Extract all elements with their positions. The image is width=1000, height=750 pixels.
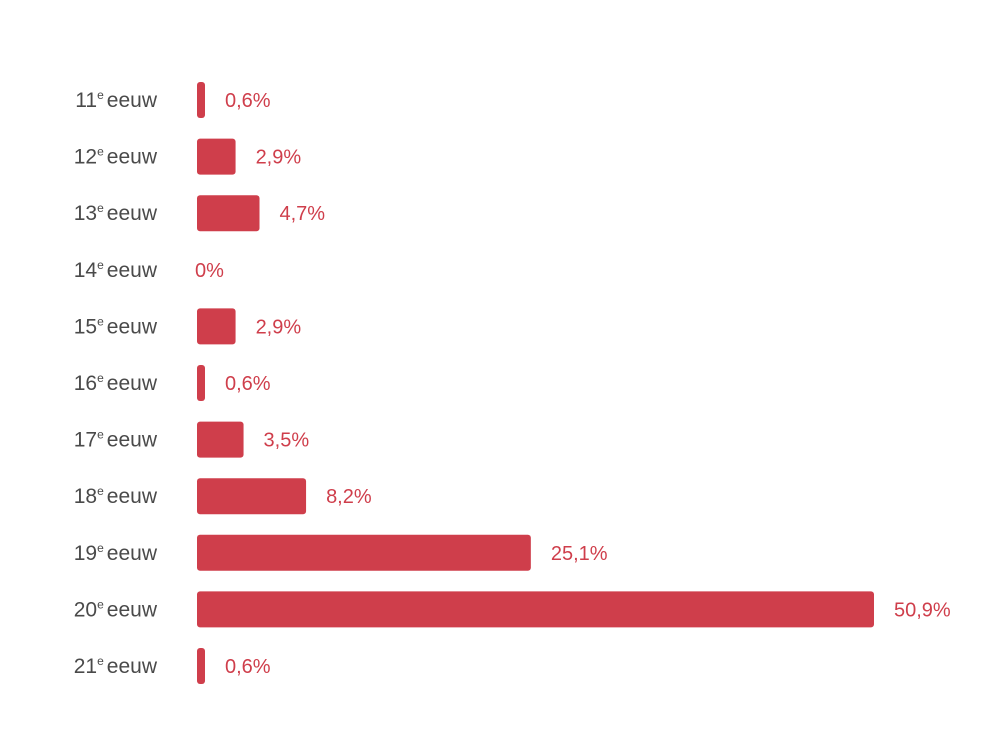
- category-label: 19e eeuw: [74, 541, 158, 565]
- category-label: 17e eeuw: [74, 428, 158, 452]
- value-label: 2,9%: [256, 147, 302, 169]
- category-word: eeuw: [107, 315, 158, 338]
- bar: [197, 365, 205, 401]
- category-number: 21: [74, 655, 97, 678]
- category-label: 21e eeuw: [74, 654, 158, 678]
- category-number: 15: [74, 315, 97, 338]
- category-number: 11: [75, 89, 97, 112]
- category-suffix: e: [97, 541, 104, 555]
- category-word: eeuw: [107, 542, 158, 565]
- value-label: 25,1%: [551, 543, 608, 565]
- bar: [197, 82, 205, 118]
- category-suffix: e: [97, 314, 104, 328]
- bar: [197, 591, 874, 628]
- category-word: eeuw: [107, 485, 158, 508]
- category-word: eeuw: [107, 202, 158, 225]
- value-label: 50,9%: [894, 599, 951, 621]
- category-word: eeuw: [107, 372, 158, 395]
- category-word: eeuw: [107, 89, 158, 112]
- category-label: 15e eeuw: [74, 314, 158, 338]
- value-label: 8,2%: [326, 486, 372, 508]
- value-label: 0,6%: [225, 373, 271, 395]
- category-suffix: e: [97, 597, 104, 611]
- category-word: eeuw: [107, 146, 158, 169]
- category-suffix: e: [97, 428, 104, 442]
- category-number: 16: [74, 372, 97, 395]
- category-suffix: e: [97, 201, 104, 215]
- bar: [197, 421, 244, 458]
- category-suffix: e: [97, 484, 104, 498]
- category-number: 17: [74, 429, 97, 452]
- bar: [197, 478, 307, 515]
- category-suffix: e: [97, 371, 104, 385]
- bar: [197, 308, 236, 345]
- category-number: 19: [74, 542, 97, 565]
- category-label: 20e eeuw: [74, 597, 158, 621]
- bar: [197, 648, 205, 684]
- bar: [197, 138, 236, 175]
- value-label: 0,6%: [225, 90, 271, 112]
- category-number: 18: [74, 485, 97, 508]
- bar: [197, 534, 531, 571]
- bar: [197, 195, 260, 232]
- category-suffix: e: [97, 145, 104, 159]
- category-label: 14e eeuw: [74, 258, 158, 282]
- value-label: 0%: [195, 260, 224, 282]
- category-label: 11e eeuw: [75, 88, 158, 112]
- category-number: 14: [74, 259, 98, 282]
- category-label: 12e eeuw: [74, 145, 158, 169]
- category-label: 16e eeuw: [74, 371, 158, 395]
- category-number: 13: [74, 202, 97, 225]
- value-label: 3,5%: [264, 430, 310, 452]
- value-label: 2,9%: [256, 316, 302, 338]
- category-word: eeuw: [107, 259, 158, 282]
- category-label: 18e eeuw: [74, 484, 158, 508]
- category-label: 13e eeuw: [74, 201, 158, 225]
- category-suffix: e: [97, 258, 104, 272]
- category-suffix: e: [97, 88, 104, 102]
- category-number: 12: [74, 146, 97, 169]
- category-suffix: e: [97, 654, 104, 668]
- value-label: 4,7%: [280, 203, 326, 225]
- category-number: 20: [74, 598, 97, 621]
- category-word: eeuw: [107, 655, 158, 678]
- value-label: 0,6%: [225, 656, 271, 678]
- category-word: eeuw: [107, 598, 158, 621]
- category-word: eeuw: [107, 429, 158, 452]
